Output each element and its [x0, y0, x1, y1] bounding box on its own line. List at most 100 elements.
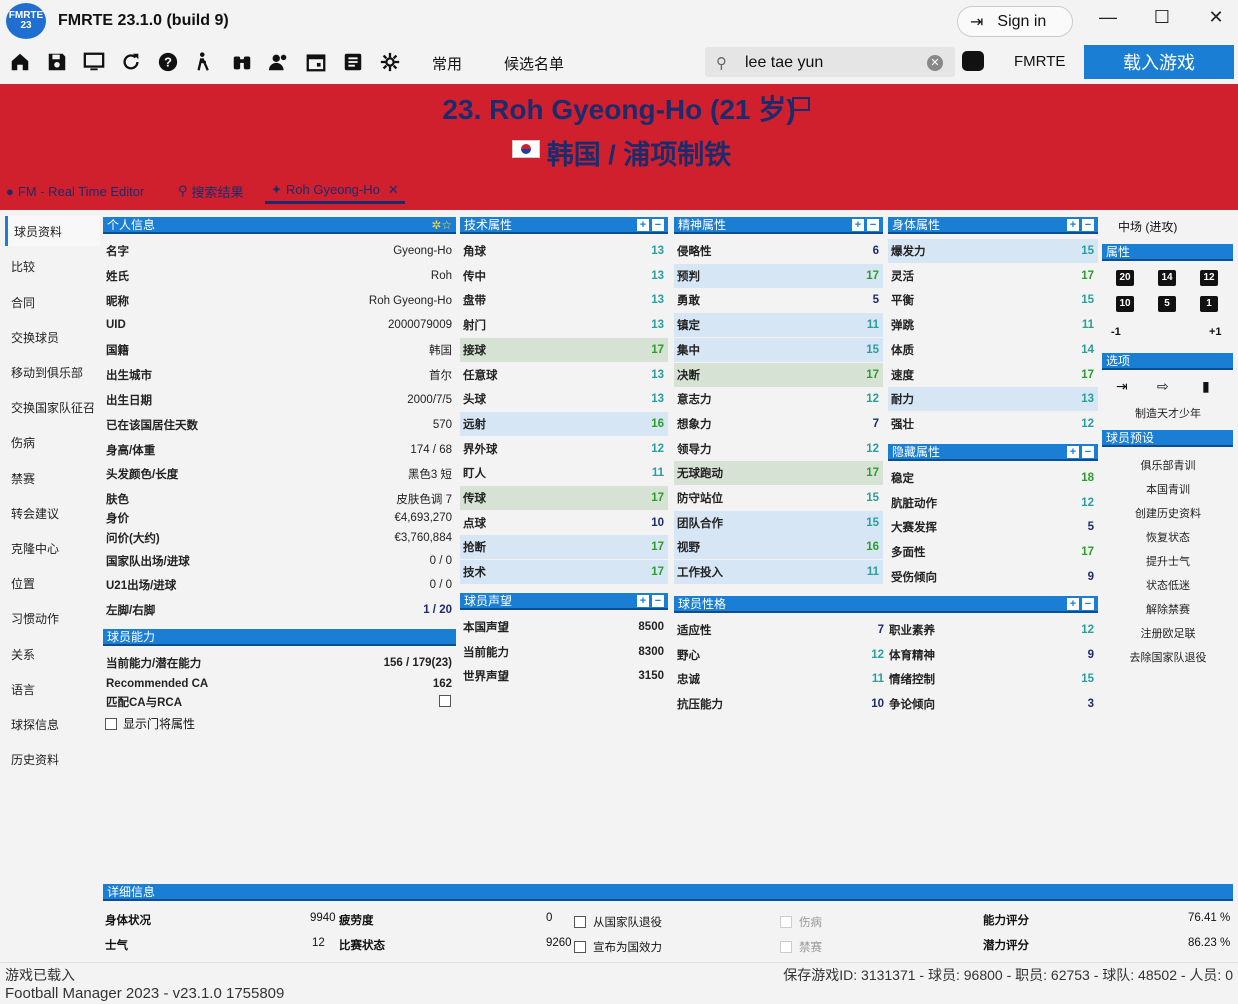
- info-value[interactable]: Roh: [430, 270, 452, 282]
- personality-value[interactable]: 12: [871, 648, 884, 661]
- attr-value[interactable]: 13: [651, 319, 664, 332]
- info-value[interactable]: 黑色3 短: [407, 469, 452, 481]
- nav-item[interactable]: 伤病: [11, 435, 36, 450]
- info-value[interactable]: 首尔: [429, 370, 452, 382]
- nav-item[interactable]: 合同: [11, 295, 36, 310]
- info-value[interactable]: 570: [432, 419, 452, 431]
- attr-value[interactable]: 15: [866, 492, 879, 504]
- monitor-icon[interactable]: [82, 50, 106, 74]
- info-value[interactable]: 韩国: [429, 345, 452, 357]
- set-attr-button[interactable]: 1: [1200, 296, 1218, 312]
- preset-item[interactable]: 恢复状态: [1146, 532, 1190, 544]
- attr-value[interactable]: 17: [651, 492, 664, 504]
- info-value[interactable]: 2000079009: [388, 319, 452, 331]
- attr-value[interactable]: 17: [651, 566, 664, 579]
- collapse-icon[interactable]: −: [652, 219, 664, 231]
- preset-item[interactable]: 俱乐部青训: [1140, 460, 1196, 472]
- attr-value[interactable]: 15: [866, 516, 879, 529]
- common-menu[interactable]: 常用: [432, 56, 463, 73]
- info-value[interactable]: 皮肤色调 7: [396, 494, 452, 506]
- attr-value[interactable]: 15: [1081, 245, 1094, 257]
- people-icon[interactable]: [267, 50, 291, 74]
- attr-value[interactable]: 17: [1081, 546, 1094, 559]
- attr-value[interactable]: 9: [1087, 570, 1094, 583]
- collapse-icon[interactable]: −: [1082, 219, 1094, 231]
- attr-value[interactable]: 17: [866, 368, 879, 381]
- nav-item[interactable]: 克隆中心: [11, 541, 60, 556]
- shortlist-menu[interactable]: 候选名单: [504, 56, 565, 73]
- attr-value[interactable]: 5: [872, 294, 879, 307]
- attr-value[interactable]: 10: [651, 516, 664, 529]
- export-icon[interactable]: ⇨: [1157, 378, 1169, 394]
- set-attr-button[interactable]: 14: [1158, 270, 1176, 286]
- nav-item[interactable]: 移动到俱乐部: [11, 365, 84, 380]
- personality-value[interactable]: 10: [871, 698, 884, 711]
- attr-value[interactable]: 15: [1081, 294, 1094, 307]
- attr-value[interactable]: 13: [651, 269, 664, 282]
- expand-icon[interactable]: +: [637, 219, 649, 231]
- expand-icon[interactable]: +: [1067, 598, 1079, 610]
- attr-value[interactable]: 11: [866, 319, 879, 332]
- set-attr-button[interactable]: 5: [1158, 296, 1176, 312]
- reputation-value[interactable]: 8300: [638, 645, 664, 658]
- nav-item[interactable]: 历史资料: [11, 752, 60, 767]
- refresh-icon[interactable]: [119, 50, 143, 74]
- retire-intl-checkbox[interactable]: 从国家队退役: [574, 911, 662, 933]
- star-icon[interactable]: ✲☆: [431, 218, 452, 232]
- personality-value[interactable]: 12: [1081, 624, 1094, 636]
- attr-value[interactable]: 11: [651, 467, 664, 480]
- info-value[interactable]: Gyeong-Ho: [393, 245, 452, 257]
- home-icon[interactable]: [8, 50, 32, 74]
- preset-item[interactable]: 本国青训: [1146, 484, 1190, 496]
- personality-value[interactable]: 9: [1087, 648, 1094, 661]
- attr-value[interactable]: 16: [651, 417, 664, 430]
- attr-value[interactable]: 17: [866, 467, 879, 480]
- info-value[interactable]: 174 / 68: [410, 444, 452, 456]
- preset-item[interactable]: 注册欧足联: [1140, 628, 1196, 640]
- clear-search-icon[interactable]: ✕: [927, 55, 943, 71]
- match-ca-checkbox[interactable]: [439, 695, 451, 707]
- preset-item[interactable]: 状态低迷: [1146, 580, 1190, 592]
- attr-value[interactable]: 15: [866, 343, 879, 356]
- attr-value[interactable]: 13: [1081, 393, 1094, 406]
- attr-value[interactable]: 12: [866, 393, 879, 406]
- attr-value[interactable]: 11: [1081, 319, 1094, 332]
- nav-item[interactable]: 习惯动作: [11, 611, 60, 626]
- maximize-button[interactable]: ☐: [1153, 7, 1171, 27]
- nav-item[interactable]: 比较: [11, 259, 36, 274]
- tab-player[interactable]: ✦ Roh Gyeong-Ho ✕: [265, 178, 405, 204]
- collapse-icon[interactable]: −: [1082, 446, 1094, 458]
- expand-icon[interactable]: +: [1067, 446, 1079, 458]
- tab-fm-rte[interactable]: ● FM - Real Time Editor: [6, 183, 145, 199]
- personality-value[interactable]: 15: [1081, 673, 1094, 686]
- set-attr-button[interactable]: 20: [1116, 270, 1134, 286]
- close-tab-icon[interactable]: ✕: [387, 181, 399, 197]
- info-value[interactable]: 2000/7/5: [407, 394, 452, 406]
- minimize-button[interactable]: —: [1099, 7, 1117, 27]
- save-icon[interactable]: [45, 50, 69, 74]
- attr-value[interactable]: 14: [1081, 343, 1094, 356]
- info-value[interactable]: Roh Gyeong-Ho: [368, 295, 452, 307]
- nav-item[interactable]: 转会建议: [11, 506, 60, 521]
- transfer-person-icon[interactable]: [193, 50, 217, 74]
- nav-item[interactable]: 位置: [11, 576, 36, 591]
- attr-value[interactable]: 7: [872, 417, 879, 430]
- preset-item[interactable]: 提升士气: [1146, 556, 1190, 568]
- info-value[interactable]: €4,693,270: [394, 512, 452, 524]
- list-icon[interactable]: [341, 50, 365, 74]
- declare-intl-checkbox[interactable]: 宣布为国效力: [574, 936, 662, 958]
- preset-item[interactable]: 去除国家队退役: [1129, 652, 1207, 664]
- nav-item[interactable]: 交换国家队征召: [11, 400, 96, 415]
- file-icon[interactable]: ▮: [1202, 378, 1210, 394]
- personality-value[interactable]: 11: [871, 673, 884, 686]
- attr-value[interactable]: 12: [866, 442, 879, 455]
- nav-item[interactable]: 球探信息: [11, 717, 60, 732]
- collapse-icon[interactable]: −: [652, 595, 664, 607]
- collapse-icon[interactable]: −: [867, 219, 879, 231]
- attr-value[interactable]: 16: [866, 541, 879, 554]
- wonderkid-button[interactable]: 制造天才少年: [1135, 408, 1201, 420]
- attr-value[interactable]: 12: [1081, 417, 1094, 430]
- minus-button[interactable]: -1: [1111, 326, 1121, 338]
- injured-checkbox[interactable]: 伤病: [780, 911, 822, 933]
- attr-value[interactable]: 17: [651, 541, 664, 554]
